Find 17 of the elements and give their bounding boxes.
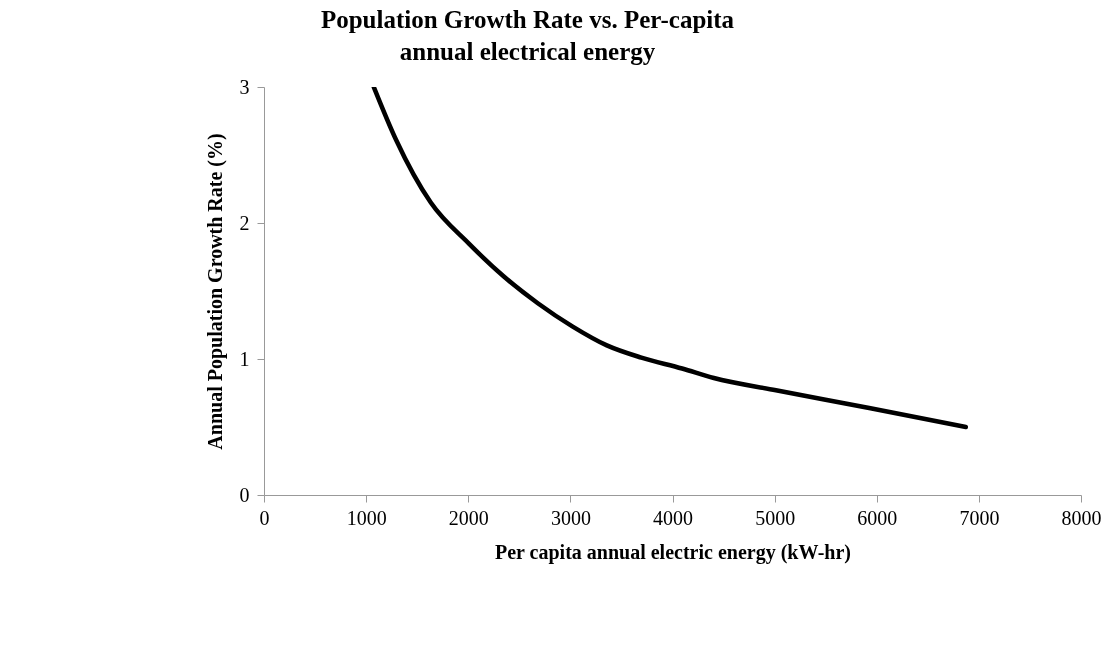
x-tick-label: 7000 — [959, 506, 1000, 529]
x-tick-label: 4000 — [653, 506, 693, 529]
chart-title: Population Growth Rate vs. Per-capita annual electrical energy — [320, 6, 735, 65]
x-tick-label: 5000 — [755, 506, 796, 529]
x-tick-label: 2000 — [448, 506, 489, 529]
x-tick-label: 6000 — [857, 506, 898, 529]
y-tick-label: 2 — [239, 211, 250, 234]
y-axis-title: Annual Population Growth Rate (%) — [203, 133, 227, 450]
y-tick-label: 0 — [239, 483, 250, 506]
x-tick-label: 3000 — [550, 506, 591, 529]
x-tick-label: 0 — [259, 506, 270, 529]
y-tick-label: 1 — [239, 347, 250, 370]
line-series — [371, 87, 969, 430]
x-tick-label: 8000 — [1061, 506, 1102, 529]
y-tick-label: 3 — [239, 75, 250, 98]
x-axis-title: Per capita annual electric energy (kW-hr) — [494, 540, 852, 564]
x-tick-label: 1000 — [346, 506, 387, 529]
